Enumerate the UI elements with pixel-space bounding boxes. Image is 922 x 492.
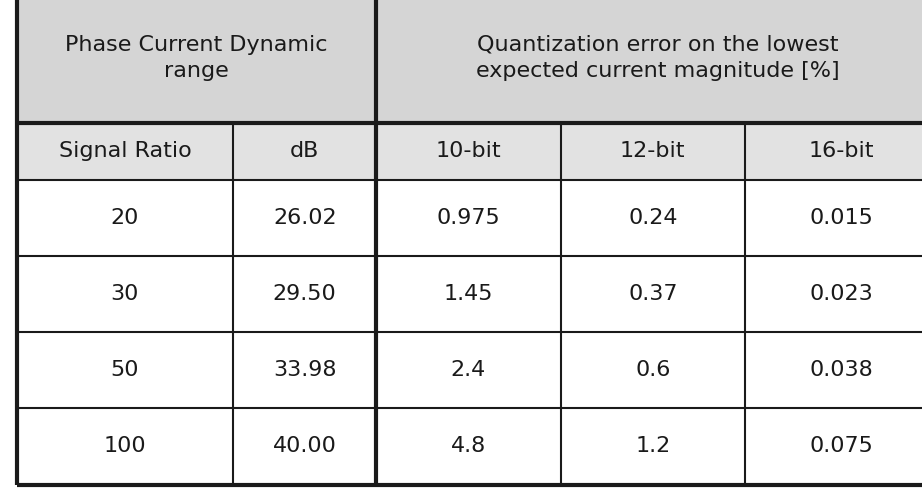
Text: Quantization error on the lowest
expected current magnitude [%]: Quantization error on the lowest expecte… xyxy=(476,34,839,81)
Bar xyxy=(17,256,233,332)
Text: 50: 50 xyxy=(111,360,139,380)
Bar xyxy=(745,256,922,332)
Bar xyxy=(17,180,233,256)
Bar xyxy=(17,123,233,180)
Bar xyxy=(233,180,376,256)
Text: 40.00: 40.00 xyxy=(273,436,337,457)
Text: 1.2: 1.2 xyxy=(635,436,670,457)
Bar xyxy=(376,408,561,485)
Text: 0.075: 0.075 xyxy=(810,436,874,457)
Text: 0.015: 0.015 xyxy=(810,208,874,228)
Text: 16-bit: 16-bit xyxy=(809,141,875,161)
Text: 4.8: 4.8 xyxy=(451,436,486,457)
Bar xyxy=(745,332,922,408)
Bar xyxy=(376,180,561,256)
Text: Signal Ratio: Signal Ratio xyxy=(59,141,191,161)
Text: Phase Current Dynamic
range: Phase Current Dynamic range xyxy=(65,34,327,81)
Bar xyxy=(561,123,745,180)
Text: 100: 100 xyxy=(103,436,147,457)
Bar xyxy=(745,408,922,485)
Text: 12-bit: 12-bit xyxy=(620,141,686,161)
Bar xyxy=(17,408,233,485)
Text: 10-bit: 10-bit xyxy=(435,141,502,161)
Bar xyxy=(233,332,376,408)
Text: 0.038: 0.038 xyxy=(810,360,874,380)
Bar xyxy=(561,408,745,485)
Bar xyxy=(745,180,922,256)
Bar xyxy=(233,123,376,180)
Text: 20: 20 xyxy=(111,208,139,228)
Text: 0.6: 0.6 xyxy=(635,360,670,380)
Bar xyxy=(376,332,561,408)
Bar xyxy=(376,0,922,123)
Bar xyxy=(233,256,376,332)
Bar xyxy=(561,256,745,332)
Bar xyxy=(561,180,745,256)
Bar xyxy=(745,123,922,180)
Text: 0.023: 0.023 xyxy=(810,284,874,304)
Text: 2.4: 2.4 xyxy=(451,360,486,380)
Text: 1.45: 1.45 xyxy=(443,284,493,304)
Text: 0.975: 0.975 xyxy=(436,208,501,228)
Text: 0.24: 0.24 xyxy=(628,208,678,228)
Bar xyxy=(376,256,561,332)
Bar xyxy=(233,408,376,485)
Bar xyxy=(17,332,233,408)
Text: 0.37: 0.37 xyxy=(628,284,678,304)
Text: 26.02: 26.02 xyxy=(273,208,337,228)
Bar xyxy=(17,0,376,123)
Text: dB: dB xyxy=(290,141,319,161)
Bar xyxy=(561,332,745,408)
Text: 33.98: 33.98 xyxy=(273,360,337,380)
Bar xyxy=(376,123,561,180)
Text: 29.50: 29.50 xyxy=(273,284,337,304)
Text: 30: 30 xyxy=(111,284,139,304)
